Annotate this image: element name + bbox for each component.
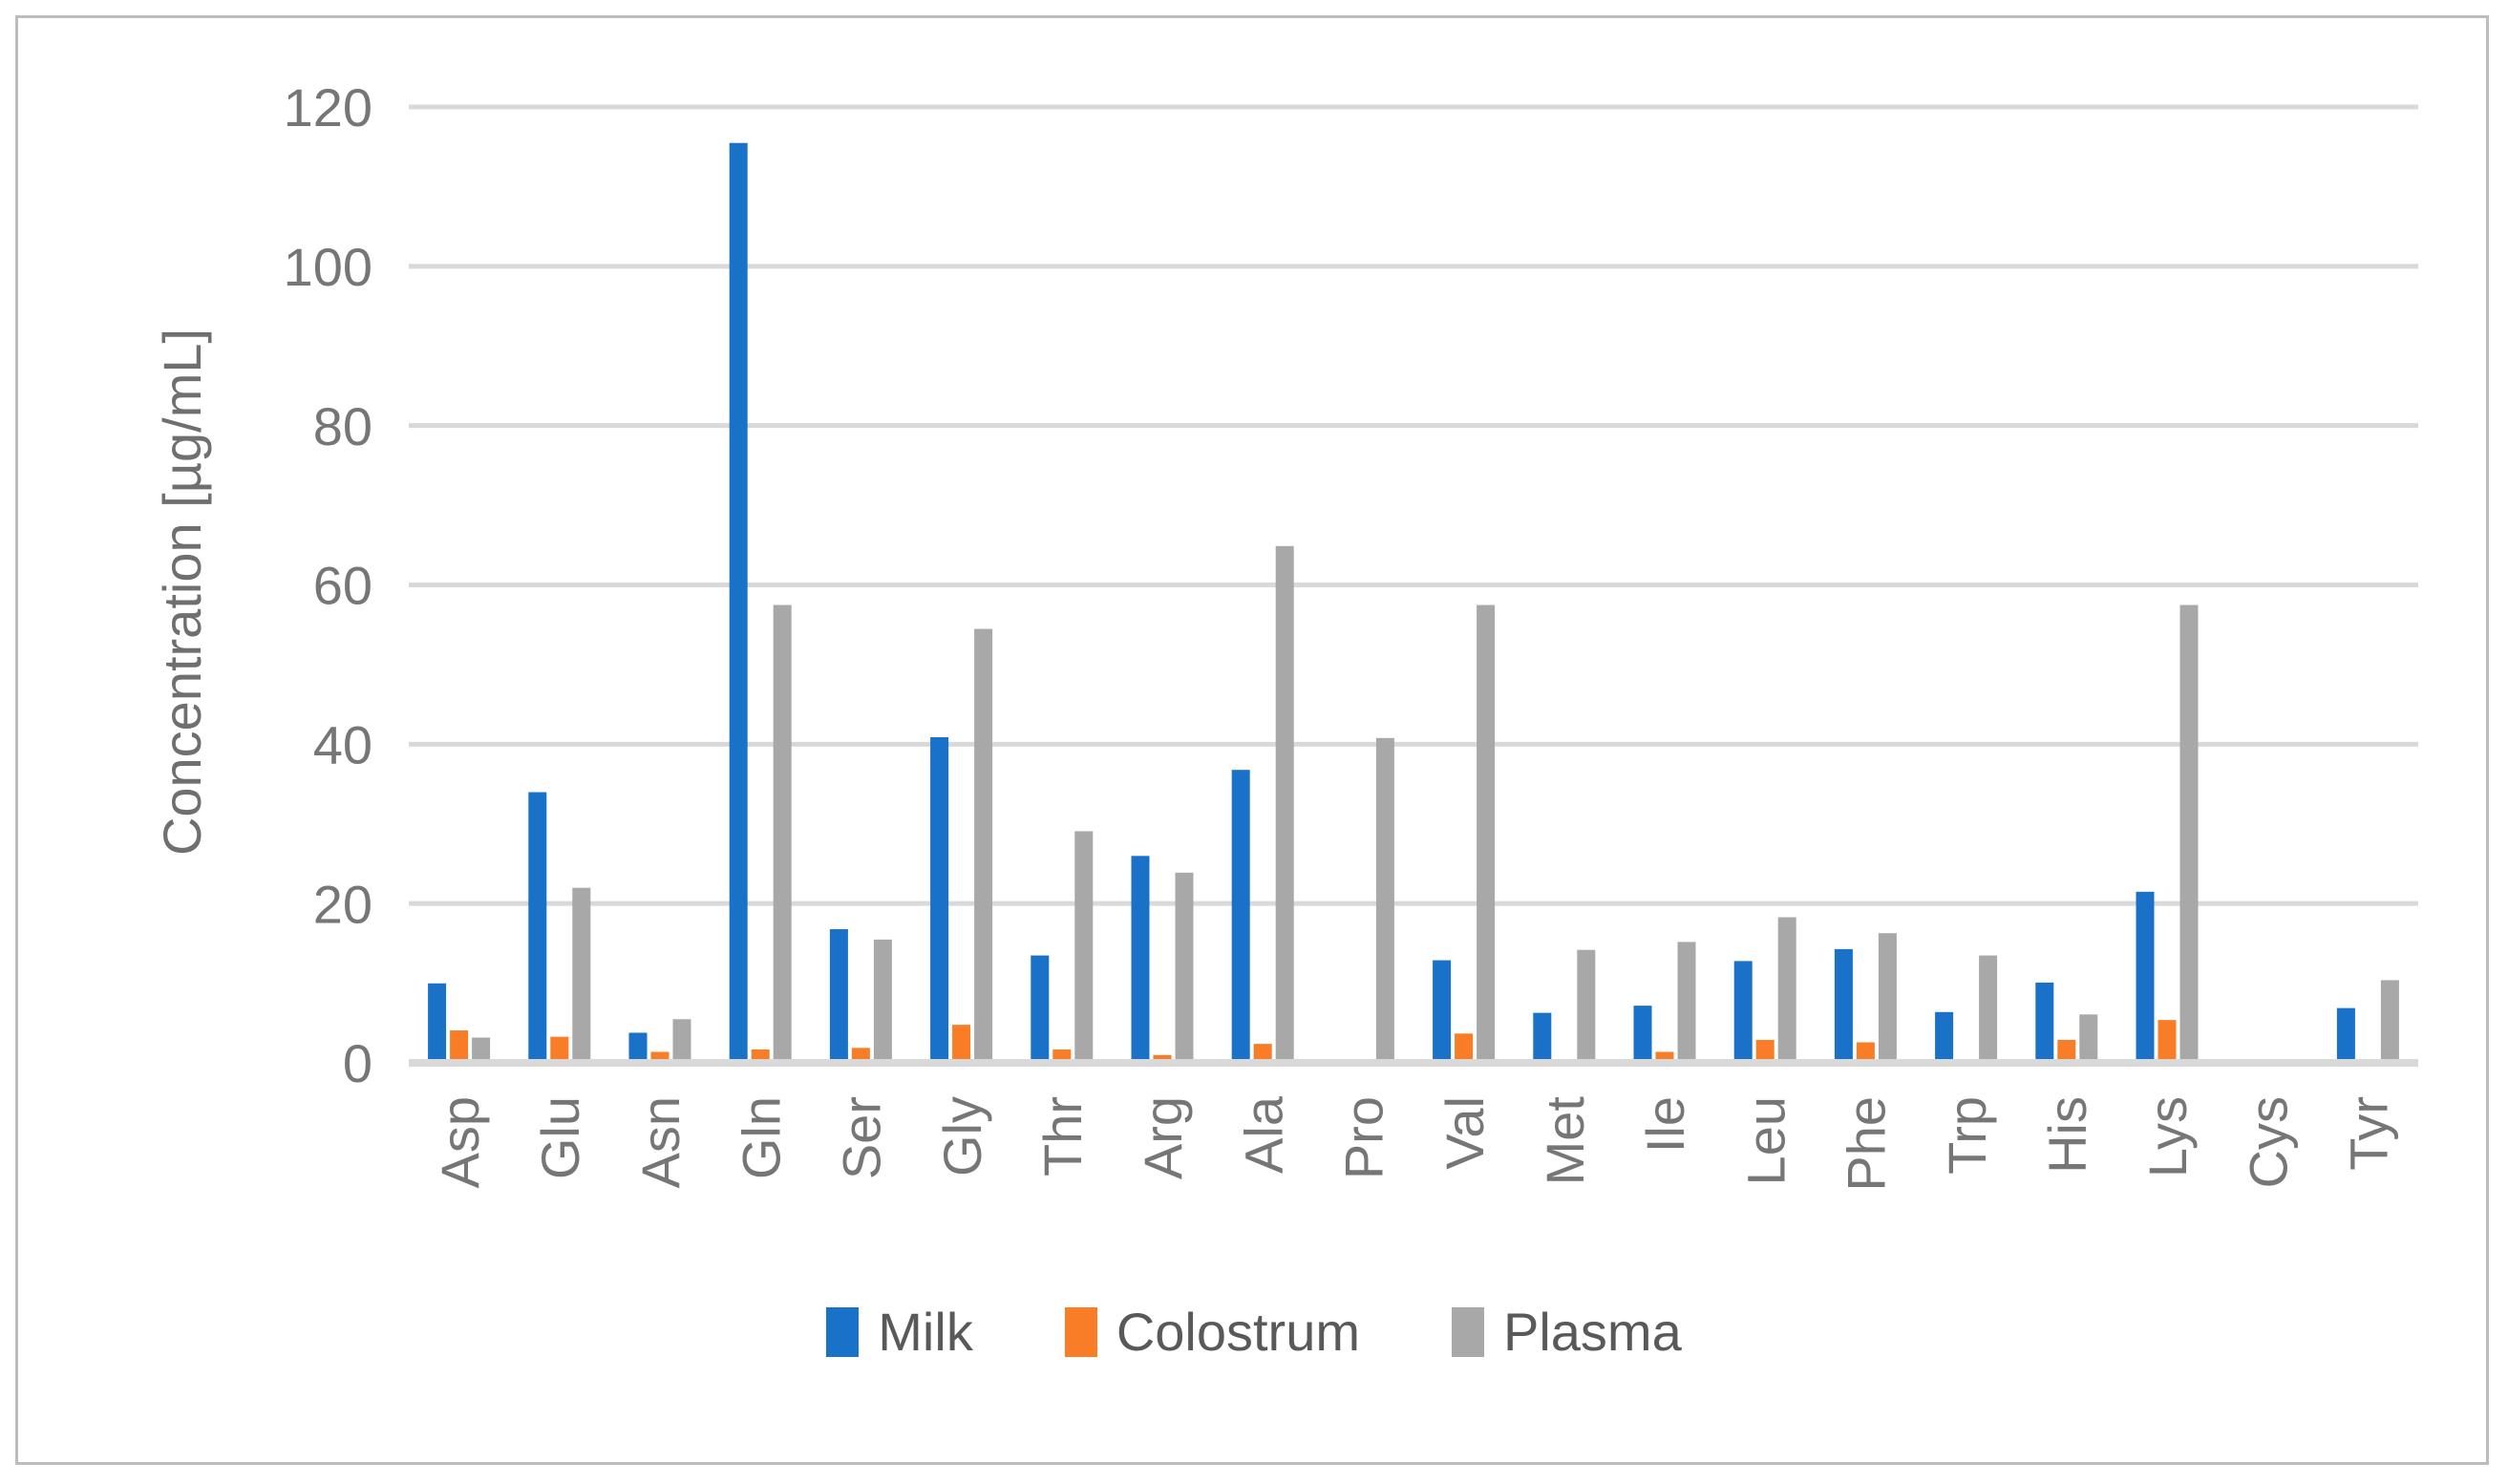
x-category-label-gly: Gly: [932, 1096, 992, 1177]
bar-plasma-trp: [1979, 955, 1998, 1059]
legend-swatch-milk: [826, 1306, 860, 1357]
bar-plasma-glu: [572, 887, 591, 1059]
x-category-label-cys: Cys: [2238, 1096, 2298, 1188]
bar-colostrum-ser: [851, 1048, 870, 1059]
bar-colostrum-glu: [550, 1036, 569, 1059]
bar-colostrum-ala: [1253, 1044, 1272, 1059]
y-tick-label-100: 100: [284, 237, 372, 297]
x-category-label-leu: Leu: [1735, 1096, 1796, 1185]
x-category-label-tyr: Tyr: [2339, 1096, 2399, 1171]
bar-plasma-phe: [1878, 933, 1897, 1059]
bar-milk-met: [1533, 1012, 1552, 1059]
bar-plasma-ile: [1677, 942, 1696, 1059]
x-category-label-glu: Glu: [530, 1096, 590, 1179]
bar-plasma-thr: [1074, 831, 1094, 1059]
bar-milk-tyr: [2336, 1007, 2355, 1059]
bar-plasma-lys: [2179, 604, 2199, 1059]
bar-milk-val: [1433, 960, 1452, 1059]
bar-milk-phe: [1834, 948, 1853, 1059]
y-tick-label-120: 120: [284, 77, 372, 138]
chart-frame: [15, 15, 2489, 1465]
y-axis-title: Concentration [µg/mL]: [151, 328, 212, 857]
legend-label-colostrum: Colostrum: [1116, 1302, 1360, 1362]
legend-label-milk: Milk: [878, 1302, 973, 1362]
y-tick-label-60: 60: [313, 556, 372, 616]
bar-colostrum-lys: [2157, 1020, 2177, 1059]
legend-item-milk: Milk: [826, 1301, 973, 1363]
bar-plasma-val: [1477, 604, 1496, 1059]
x-category-label-arg: Arg: [1133, 1096, 1193, 1179]
bar-milk-ile: [1633, 1006, 1652, 1059]
legend-item-plasma: Plasma: [1451, 1301, 1682, 1363]
bar-plasma-leu: [1777, 917, 1796, 1059]
legend-item-colostrum: Colostrum: [1064, 1301, 1360, 1363]
bar-milk-lys: [2136, 891, 2155, 1059]
bar-colostrum-leu: [1755, 1039, 1775, 1059]
legend-swatch-colostrum: [1064, 1306, 1097, 1357]
bar-colostrum-thr: [1052, 1049, 1072, 1059]
legend: Milk Colostrum Plasma: [0, 1301, 2508, 1363]
bar-colostrum-arg: [1153, 1054, 1172, 1059]
x-category-label-met: Met: [1535, 1096, 1595, 1186]
bar-plasma-his: [2079, 1014, 2098, 1059]
bar-colostrum-gly: [952, 1025, 971, 1059]
x-category-label-ala: Ala: [1233, 1095, 1293, 1174]
bar-milk-ser: [829, 929, 848, 1059]
bar-plasma-ser: [873, 939, 892, 1059]
bar-colostrum-his: [2057, 1039, 2076, 1059]
bar-milk-arg: [1131, 856, 1150, 1059]
bar-plasma-gly: [974, 628, 993, 1059]
y-tick-label-80: 80: [313, 396, 372, 456]
y-tick-label-20: 20: [313, 874, 372, 934]
x-category-label-thr: Thr: [1032, 1096, 1093, 1177]
bar-plasma-ala: [1275, 545, 1294, 1059]
bar-plasma-met: [1577, 949, 1596, 1059]
bar-milk-gln: [729, 142, 748, 1060]
bar-colostrum-val: [1455, 1033, 1474, 1059]
y-tick-label-40: 40: [313, 714, 372, 774]
x-category-label-pro: Pro: [1334, 1096, 1394, 1179]
bar-milk-glu: [528, 792, 547, 1059]
bar-plasma-pro: [1375, 737, 1394, 1059]
x-category-label-lys: Lys: [2137, 1096, 2198, 1177]
x-category-label-asn: Asn: [630, 1096, 691, 1189]
x-category-label-trp: Trp: [1937, 1096, 1997, 1175]
bar-milk-asp: [428, 983, 447, 1059]
bar-milk-leu: [1733, 961, 1753, 1059]
x-category-label-phe: Phe: [1837, 1096, 1897, 1192]
bar-milk-gly: [930, 736, 949, 1059]
x-category-label-gln: Gln: [731, 1096, 791, 1179]
x-category-label-ile: Ile: [1635, 1096, 1695, 1153]
bar-milk-asn: [628, 1032, 648, 1059]
x-category-label-his: His: [2037, 1096, 2097, 1174]
x-category-label-asp: Asp: [430, 1096, 490, 1189]
bar-colostrum-asn: [650, 1051, 670, 1059]
bar-plasma-tyr: [2380, 980, 2399, 1059]
bar-colostrum-phe: [1856, 1042, 1875, 1059]
bar-plasma-gln: [773, 604, 792, 1059]
bar-milk-his: [2035, 982, 2054, 1059]
legend-swatch-plasma: [1451, 1306, 1484, 1357]
bar-milk-trp: [1935, 1011, 1954, 1059]
bar-plasma-arg: [1175, 872, 1194, 1059]
bar-plasma-asn: [672, 1019, 691, 1059]
bar-plasma-asp: [472, 1037, 491, 1059]
y-tick-label-0: 0: [343, 1033, 372, 1093]
legend-label-plasma: Plasma: [1502, 1302, 1682, 1362]
bar-colostrum-ile: [1655, 1051, 1674, 1059]
bar-colostrum-gln: [751, 1049, 770, 1059]
x-category-label-val: Val: [1435, 1096, 1495, 1170]
x-category-label-ser: Ser: [832, 1096, 892, 1179]
bar-milk-thr: [1031, 955, 1050, 1059]
bar-colostrum-asp: [450, 1029, 469, 1059]
bar-milk-ala: [1231, 770, 1250, 1059]
